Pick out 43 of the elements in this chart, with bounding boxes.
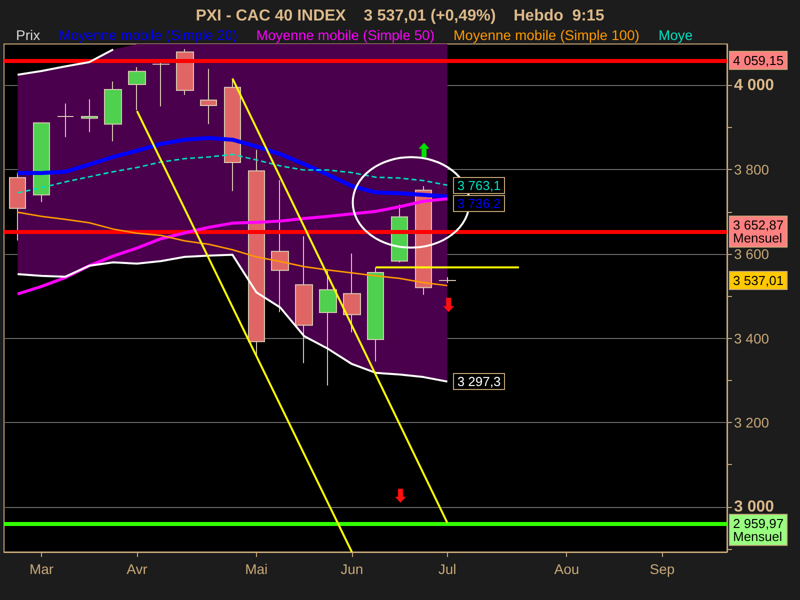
y-tick-label: 3 200: [734, 414, 770, 431]
candlestick: [57, 102, 74, 138]
text: Prix: [16, 27, 40, 43]
y-tick-label: 3 800: [734, 162, 770, 178]
y-tick-label: 3 400: [734, 330, 770, 346]
candlestick: [81, 98, 98, 133]
x-tick-label: Jun: [340, 561, 364, 577]
text: Moye: [658, 27, 693, 43]
candlestick: [295, 236, 313, 364]
y-tick-label: 3 600: [734, 246, 770, 262]
candlestick: [104, 81, 122, 142]
candlestick: [367, 266, 384, 362]
x-tick-label: Avr: [126, 561, 148, 577]
ref-line-label: 4 059,15: [733, 52, 784, 68]
candlestick: [9, 172, 26, 241]
candlestick: [152, 61, 170, 107]
candlestick: [200, 68, 217, 125]
text: 3 537,01: [733, 273, 784, 288]
x-tick-label: Jul: [438, 561, 456, 577]
text: Moyenne mobile (Simple 100): [453, 27, 640, 43]
candlestick: [224, 78, 241, 192]
candlestick: [439, 276, 456, 284]
x-tick-label: Sep: [650, 561, 675, 577]
text: Moyenne mobile (Simple 20): [59, 27, 238, 43]
text: Moyenne mobile (Simple 50): [256, 27, 435, 43]
candlestick: [248, 149, 265, 356]
data-label: 3 736,2: [453, 194, 505, 212]
y-tick-label: 4 000: [734, 76, 774, 94]
x-tick-label: Aou: [554, 561, 580, 577]
data-label: 3 763,1: [453, 176, 505, 194]
candlestick: [319, 270, 337, 386]
y-tick-label: 3 000: [734, 498, 774, 516]
chart-title: PXI - CAC 40 INDEX 3 537,01 (+0,49%) Hebdo 9:15: [196, 8, 604, 24]
candlestick: [176, 48, 194, 96]
x-tick-label: Mar: [29, 561, 54, 577]
ref-line-label: 3 652,87 Mensuel: [733, 218, 784, 246]
candlestick: [128, 66, 146, 111]
x-tick-label: Mai: [245, 561, 268, 577]
candlestick: [343, 253, 361, 333]
data-label: 3 297,3: [453, 373, 505, 390]
candlestick: [33, 122, 50, 203]
candlestick: [271, 180, 289, 313]
ref-line-label: 2 959,97 Mensuel: [733, 516, 784, 544]
